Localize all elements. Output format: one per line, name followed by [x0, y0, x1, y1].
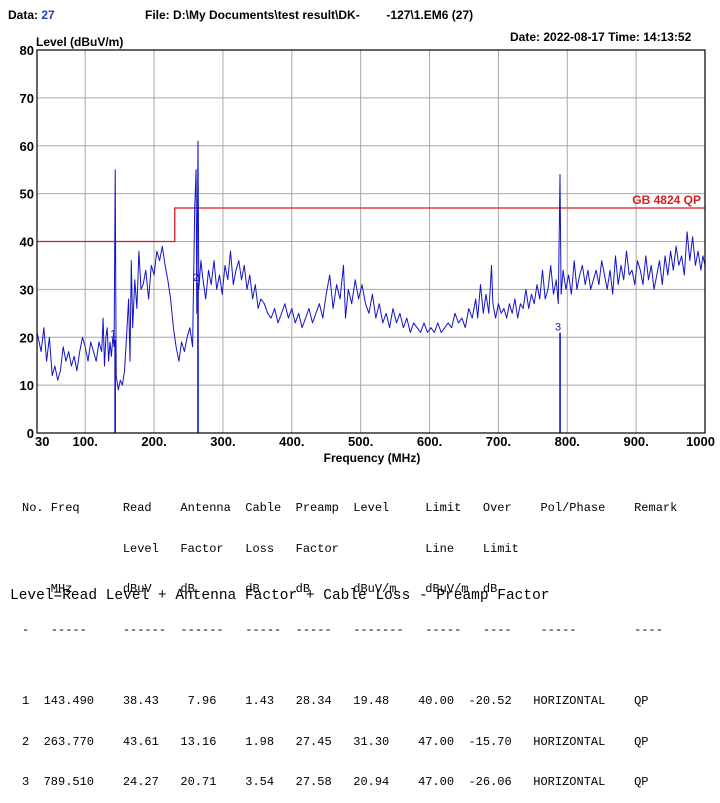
x-tick-label: 900.	[623, 434, 648, 449]
y-tick-labels: 0 10 20 30 40 50 60 70 80	[20, 43, 34, 441]
time-label: Time:	[608, 30, 640, 44]
x-tick-label: 600.	[417, 434, 442, 449]
marker-label: 3	[555, 322, 561, 334]
x-tick-label: 500.	[348, 434, 373, 449]
limit-line	[37, 207, 705, 243]
file-value: D:\My Documents\test result\DK-	[173, 8, 360, 22]
table-row: 2 263.770 43.61 13.16 1.98 27.45 31.30 4…	[22, 734, 649, 749]
x-tick-label: 200.	[141, 434, 166, 449]
series-line	[36, 140, 706, 391]
data-number: Data: 27	[8, 8, 55, 22]
series-group	[36, 140, 706, 391]
file-tail: -127\1.EM6 (27)	[386, 8, 474, 22]
marker-label: 1	[110, 329, 116, 341]
date-label: Date:	[510, 30, 541, 44]
table-header-3: MHz dBuV dB dB dB dBuV/m dBuV/m dB	[22, 582, 498, 596]
table-header-2: Level Factor Loss Factor Line Limit	[22, 541, 519, 556]
file-label: File:	[145, 8, 170, 22]
x-tick-label: 100.	[73, 434, 98, 449]
level-formula: Level=Read Level + Antenna Factor + Cabl…	[10, 588, 550, 604]
table-row: 3 789.510 24.27 20.71 3.54 27.58 20.94 4…	[22, 775, 649, 789]
x-axis-label: Frequency (MHz)	[324, 451, 421, 465]
y-tick-label: 30	[20, 282, 34, 297]
y-tick-label: 20	[20, 330, 34, 345]
date-value: 2022-08-17	[543, 30, 605, 44]
plot-frame	[36, 49, 706, 434]
y-tick-label: 0	[27, 426, 34, 441]
x-tick-label: 30	[35, 434, 49, 449]
table-row: 1 143.490 38.43 7.96 1.43 28.34 19.48 40…	[22, 694, 649, 708]
marker-group: 1 2 3	[110, 272, 561, 433]
y-axis-label: Level (dBuV/m)	[36, 35, 123, 49]
x-tick-label: 1000	[686, 434, 715, 449]
file-path: File: D:\My Documents\test result\DK- -1…	[145, 8, 473, 22]
y-tick-label: 40	[20, 235, 34, 250]
y-tick-label: 70	[20, 91, 34, 106]
data-label: Data:	[8, 8, 39, 22]
chart-grid	[37, 50, 705, 433]
y-tick-label: 80	[20, 43, 34, 58]
table-header-4: - ----- ------ ------ ----- ----- ------…	[22, 622, 663, 637]
y-tick-label: 50	[20, 187, 34, 202]
result-table: No. Freq Read Antenna Cable Preamp Level…	[22, 475, 677, 803]
x-tick-label: 700.	[486, 434, 511, 449]
date-time: Date: 2022-08-17 Time: 14:13:52	[510, 30, 691, 44]
marker-label: 2	[193, 272, 199, 284]
table-header-1: No. Freq Read Antenna Cable Preamp Level…	[22, 501, 678, 515]
limit-line-group: GB 4824 QP	[37, 193, 705, 243]
emission-chart: 0 10 20 30 40 50 60 70 80 30 100. 200. 300. 400. 500.…	[20, 35, 715, 465]
x-tick-label: 300.	[210, 434, 235, 449]
x-tick-label: 800.	[555, 434, 580, 449]
limit-line-label: GB 4824 QP	[632, 193, 701, 207]
data-value: 27	[41, 8, 55, 22]
x-tick-label: 400.	[279, 434, 304, 449]
y-tick-label: 60	[20, 139, 34, 154]
x-tick-labels: 30 100. 200. 300. 400. 500. 600. 700. 800. 900. 10…	[35, 434, 715, 449]
y-tick-label: 10	[20, 378, 34, 393]
time-value: 14:13:52	[643, 30, 692, 44]
